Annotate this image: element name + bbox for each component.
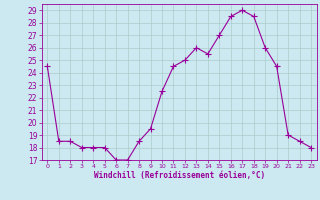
X-axis label: Windchill (Refroidissement éolien,°C): Windchill (Refroidissement éolien,°C) — [94, 171, 265, 180]
